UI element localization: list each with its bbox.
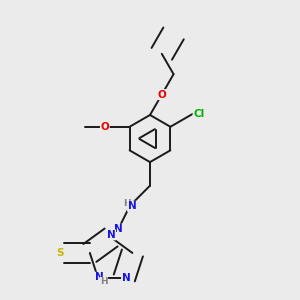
- Text: N: N: [122, 273, 130, 283]
- Text: N: N: [95, 272, 104, 282]
- Text: H: H: [100, 278, 108, 286]
- Text: N: N: [128, 201, 136, 211]
- Text: N: N: [114, 224, 123, 234]
- Text: O: O: [100, 122, 109, 132]
- Text: H: H: [124, 199, 131, 208]
- Text: S: S: [56, 248, 64, 258]
- Text: Cl: Cl: [193, 109, 204, 119]
- Text: N: N: [107, 230, 116, 240]
- Text: O: O: [158, 90, 166, 100]
